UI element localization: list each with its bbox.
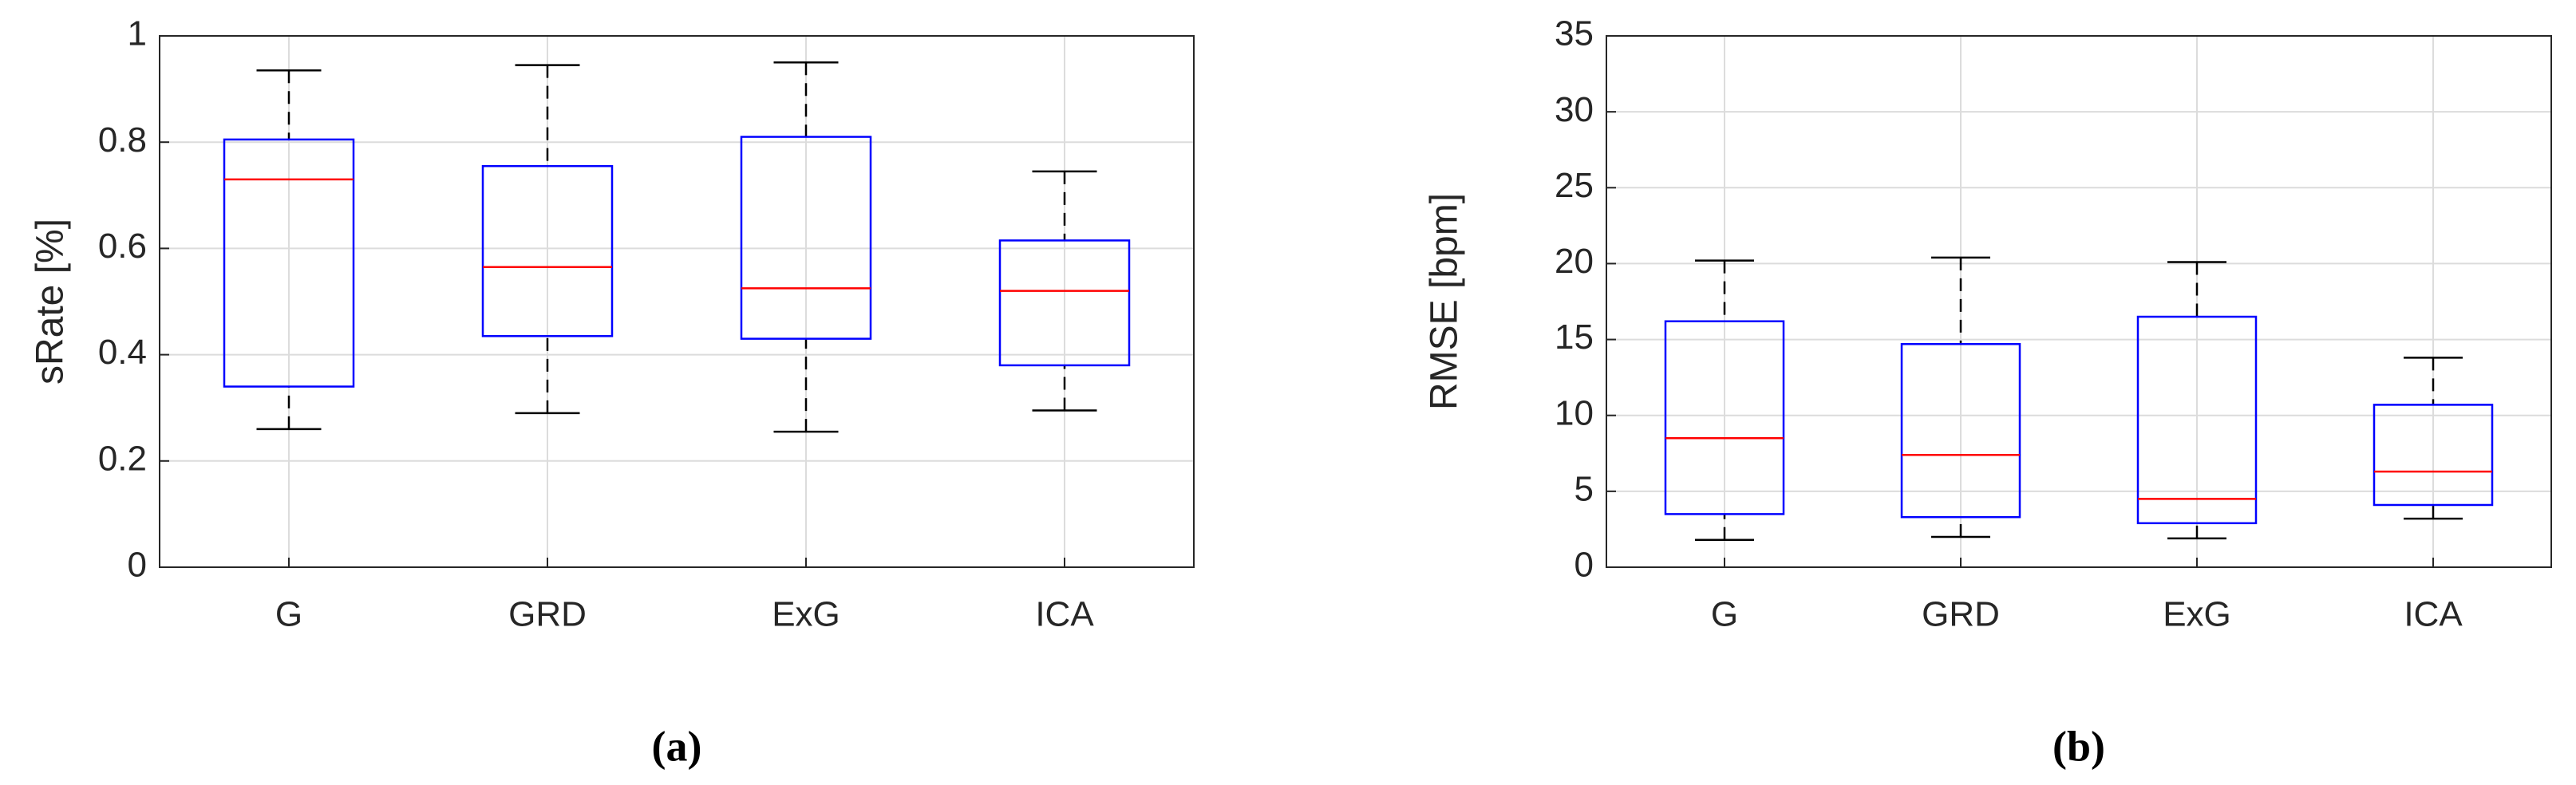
axes-frame [1606,35,2552,568]
y-tick-label: 0.2 [98,439,147,478]
x-tick-label: ICA [1035,595,1094,634]
y-tick-label: 10 [1555,393,1594,432]
x-tick-label: ExG [772,595,840,634]
box [481,164,614,337]
plot-area [1606,36,2551,567]
y-axis-label: sRate [%] [30,219,72,385]
box [998,239,1131,367]
y-tick-label: 35 [1555,14,1594,53]
y-tick-label: 20 [1555,242,1594,281]
y-axis-label: RMSE [bpm] [1424,193,1466,410]
x-tick-label: ExG [2163,595,2231,634]
y-tick-label: 0.6 [98,227,147,266]
box [1664,320,1785,515]
box [1900,343,2021,519]
box [2136,315,2258,525]
x-tick-label: G [275,595,302,634]
y-tick-label: 25 [1555,166,1594,205]
y-tick-label: 0 [128,546,147,585]
box [740,136,872,340]
y-tick-label: 0.8 [98,120,147,160]
y-tick-label: 0 [1574,546,1594,585]
caption: (b) [2053,722,2105,770]
plot-area [160,36,1194,567]
x-tick-label: G [1711,595,1738,634]
box [2373,404,2494,507]
y-tick-label: 0.4 [98,333,147,372]
caption: (a) [652,722,702,770]
y-tick-label: 1 [128,14,147,53]
axes-frame [159,35,1195,568]
box [223,138,355,388]
y-tick-label: 5 [1574,469,1594,508]
x-tick-label: GRD [1922,595,2000,634]
y-tick-label: 15 [1555,318,1594,357]
x-tick-label: ICA [2404,595,2463,634]
y-tick-label: 30 [1555,90,1594,129]
x-tick-label: GRD [508,595,587,634]
